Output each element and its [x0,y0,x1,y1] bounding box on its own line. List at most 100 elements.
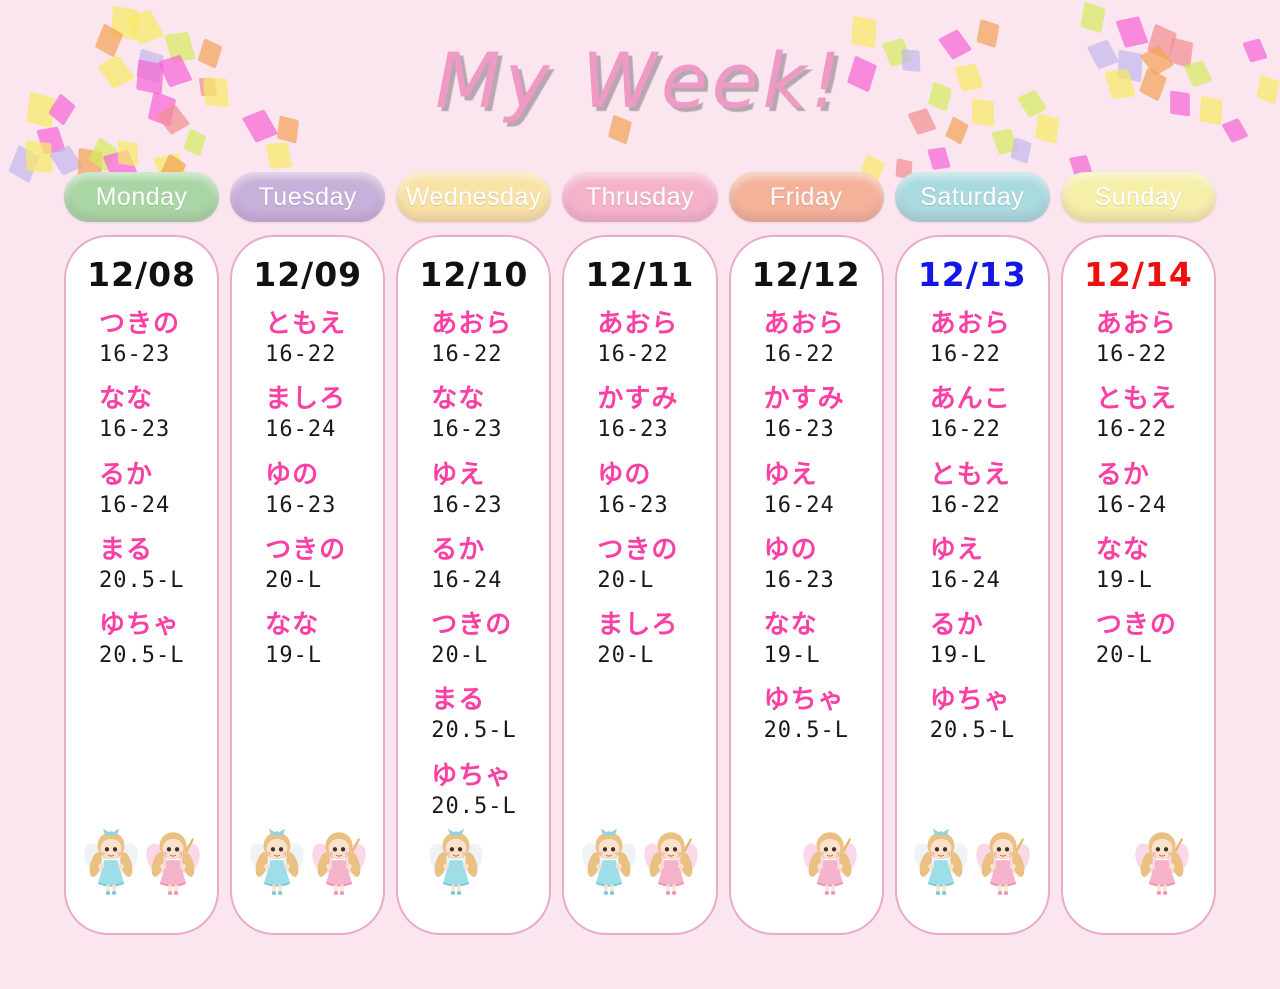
schedule-entry: るか 16-24 [431,536,543,593]
day-columns-row: 12/08 つきの 16-23 なな 16-23 るか 16-24 まる 20.… [64,235,1216,935]
date-label: 12/11 [585,255,695,294]
member-name: なな [265,610,320,641]
fairy-pink-icon [644,832,698,895]
shift-time: 16-22 [431,342,503,368]
schedule-entry: つきの 20-L [597,536,709,593]
schedule-entry: あおら 16-22 [930,310,1042,367]
member-name: なな [763,610,818,641]
member-name: つきの [265,534,347,565]
shift-time: 20.5-L [763,718,850,744]
fairy-pink-icon [1135,832,1190,895]
member-name: ゆえ [763,459,818,490]
member-name: るか [99,459,154,490]
schedule-entry: ゆえ 16-24 [930,536,1042,593]
schedule-entry: あおら 16-22 [1096,310,1208,367]
schedule-entry: ゆちゃ 20.5-L [764,686,876,743]
shift-time: 16-23 [763,567,835,593]
day-name-label: Sunday [1094,182,1183,211]
schedule-entry: つきの 16-23 [99,310,211,367]
schedule-entry: かすみ 16-23 [597,385,709,442]
shift-time: 20.5-L [929,718,1016,744]
member-name: なな [1095,534,1150,565]
day-name-label: Wednesday [405,182,542,211]
member-name: つきの [431,610,513,641]
day-column: 12/08 つきの 16-23 なな 16-23 るか 16-24 まる 20.… [64,235,220,935]
member-name: るか [1095,459,1150,490]
day-column: 12/11 あおら 16-22 かすみ 16-23 ゆの 16-23 つきの 2… [562,235,718,935]
member-name: ゆちゃ [99,610,181,641]
shift-time: 16-22 [597,342,669,368]
member-name: ともえ [265,309,347,339]
member-name: つきの [597,534,679,565]
fairy-row [1087,823,1238,899]
date-label: 12/10 [419,255,529,294]
entry-list: あおら 16-22 なな 16-23 ゆえ 16-23 るか 16-24 つきの… [398,310,549,819]
shift-time: 20.5-L [99,643,185,669]
schedule-entry: ともえ 16-22 [265,310,377,367]
schedule-entry: なな 16-23 [431,385,543,442]
member-name: つきの [99,309,181,339]
day-column: 12/13 あおら 16-22 あんこ 16-22 ともえ 16-22 ゆえ 1… [894,235,1050,935]
shift-time: 16-22 [763,342,835,368]
fairy-blue-icon [582,828,636,895]
schedule-entry: あんこ 16-22 [930,385,1042,442]
member-name: あおら [597,309,679,339]
fairy-row [232,823,383,899]
member-name: ゆちゃ [929,685,1011,716]
fairy-row [897,823,1048,899]
member-name: かすみ [597,384,679,415]
member-name: つきの [1095,610,1177,641]
fairy-blue-icon [429,828,483,895]
member-name: まる [99,534,154,565]
shift-time: 19-L [763,643,821,669]
schedule-entry: ゆちゃ 20.5-L [930,686,1042,743]
member-name: ゆの [265,459,320,490]
schedule-entry: ゆの 16-23 [764,536,876,593]
shift-time: 16-23 [431,417,503,443]
shift-time: 20-L [431,643,489,669]
shift-time: 16-24 [929,567,1001,593]
confetti-piece [265,142,293,169]
member-name: あおら [431,309,513,339]
shift-time: 16-22 [1095,342,1168,368]
schedule-entry: なな 16-23 [99,385,211,442]
day-pill: Wednesday [396,172,552,222]
member-name: ましろ [597,610,679,641]
shift-time: 20.5-L [431,718,517,744]
member-name: まる [431,685,486,716]
day-pill: Monday [64,172,220,222]
member-name: ましろ [265,384,347,415]
confetti-piece [183,128,207,157]
date-label: 12/08 [87,255,197,294]
member-name: ゆちゃ [431,760,513,791]
schedule-entry: ゆの 16-23 [265,459,377,518]
confetti-piece [927,147,951,170]
schedule-entry: なな 19-L [1096,536,1208,593]
day-pill: Tuesday [230,172,386,222]
day-name-label: Thrusday [585,182,695,211]
member-name: ゆえ [431,459,486,490]
member-name: あおら [929,309,1011,339]
schedule-entry: なな 19-L [265,611,377,668]
day-name-label: Friday [769,182,843,211]
schedule-entry: るか 16-24 [1095,459,1208,518]
confetti-piece [118,140,138,167]
schedule-entry: ゆえ 16-23 [431,459,543,518]
entry-list: あおら 16-22 ともえ 16-22 るか 16-24 なな 19-L つきの… [1063,310,1214,668]
shift-time: 16-24 [763,492,835,518]
member-name: あおら [1095,309,1177,339]
shift-time: 16-24 [431,567,503,593]
member-name: かすみ [763,384,845,415]
shift-time: 20-L [597,643,655,669]
day-name-label: Saturday [920,182,1025,211]
shift-time: 20.5-L [99,567,185,593]
shift-time: 19-L [1095,567,1153,593]
fairy-row [564,823,715,899]
entry-list: つきの 16-23 なな 16-23 るか 16-24 まる 20.5-L ゆち… [66,310,217,668]
schedule-entry: かすみ 16-23 [764,385,876,442]
schedule-entry: ましろ 20-L [597,611,709,668]
shift-time: 16-24 [99,492,171,518]
fairy-row [66,823,217,899]
day-name-label: Tuesday [258,182,357,211]
fairy-blue-icon [914,828,969,895]
